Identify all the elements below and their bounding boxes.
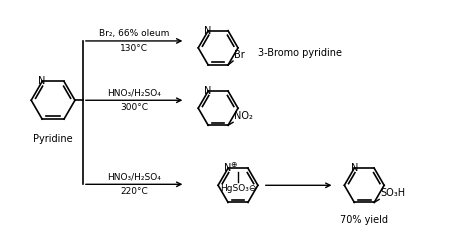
Text: Br: Br <box>234 50 245 60</box>
Text: HNO₃/H₂SO₄: HNO₃/H₂SO₄ <box>107 172 161 181</box>
Text: NO₂: NO₂ <box>234 111 253 121</box>
Text: HgSO₃⊖: HgSO₃⊖ <box>220 184 256 193</box>
Text: 70% yield: 70% yield <box>340 215 388 225</box>
Text: N: N <box>224 163 232 173</box>
Text: N: N <box>38 77 46 86</box>
Text: SO₃H: SO₃H <box>380 188 405 199</box>
Text: N: N <box>204 26 212 36</box>
Text: 300°C: 300°C <box>120 103 148 112</box>
Text: 3-Bromo pyridine: 3-Bromo pyridine <box>258 48 342 58</box>
Text: 220°C: 220°C <box>120 187 148 196</box>
Text: Br₂, 66% oleum: Br₂, 66% oleum <box>99 29 169 38</box>
Text: HNO₃/H₂SO₄: HNO₃/H₂SO₄ <box>107 88 161 97</box>
Text: N: N <box>204 86 212 96</box>
Text: N: N <box>351 163 358 173</box>
Text: Pyridine: Pyridine <box>33 134 73 144</box>
Text: 130°C: 130°C <box>120 44 148 53</box>
Text: ⊕: ⊕ <box>230 160 236 169</box>
